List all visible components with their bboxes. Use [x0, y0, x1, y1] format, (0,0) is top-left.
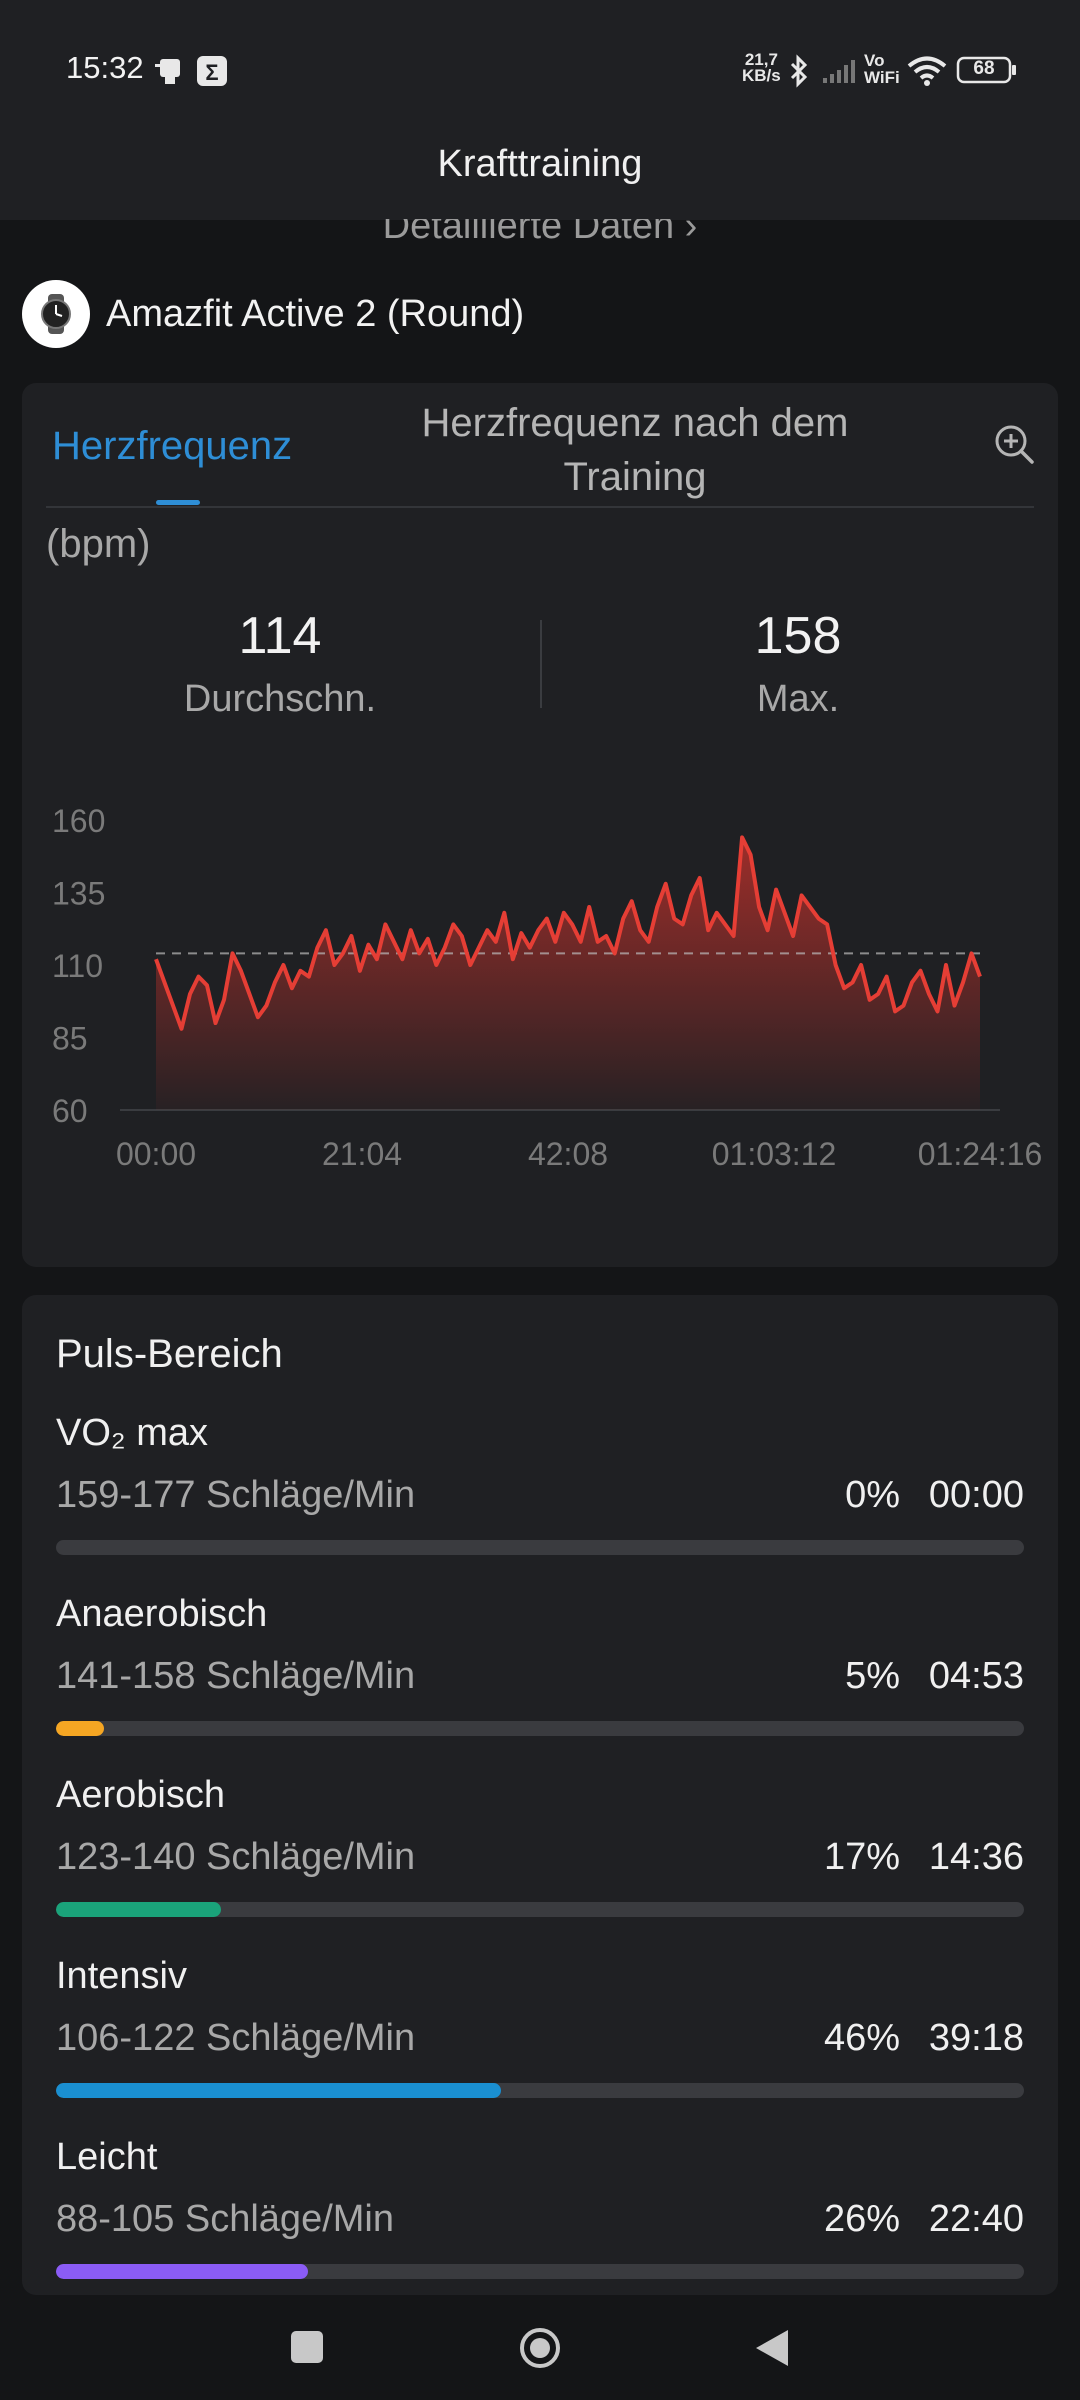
- y-tick-label: 110: [52, 948, 103, 984]
- max-value: 158: [754, 607, 842, 665]
- watch-icon: [22, 280, 90, 348]
- zone-range: 106-122 Schläge/Min: [56, 2017, 416, 2059]
- sigma-app-icon: Σ: [197, 56, 227, 86]
- signal-icon: [823, 60, 855, 83]
- zone-progress-fill: [56, 2264, 308, 2279]
- x-tick-label: 00:00: [116, 1136, 196, 1172]
- triangle-back-icon[interactable]: [754, 2328, 790, 2368]
- zone-duration: 14:36: [928, 1836, 1024, 1878]
- tab-herzfrequenz[interactable]: Herzfrequenz: [52, 424, 293, 468]
- net-speed: 21,7 KB/s: [742, 50, 781, 85]
- y-tick-label: 135: [52, 876, 105, 912]
- zones-title: Puls-Bereich: [56, 1332, 283, 1376]
- zone-progress-track: [56, 1902, 1024, 1917]
- bluetooth-icon: [790, 54, 808, 88]
- stat-divider: [540, 620, 542, 708]
- chevron-right-icon: ›: [674, 205, 698, 247]
- zone-progress-track: [56, 2264, 1024, 2279]
- zone-duration: 39:18: [928, 2017, 1024, 2059]
- zone-percent: 5%: [845, 1655, 900, 1697]
- zone-range: 88-105 Schläge/Min: [56, 2198, 394, 2240]
- zoom-in-icon[interactable]: [993, 423, 1035, 465]
- zone-duration: 22:40: [928, 2198, 1024, 2240]
- zone-duration: 00:00: [928, 1474, 1024, 1516]
- device-row[interactable]: Amazfit Active 2 (Round): [22, 280, 524, 348]
- tab-indicator: [156, 500, 200, 505]
- zone-progress-track: [56, 1721, 1024, 1736]
- zone-percent: 26%: [823, 2198, 900, 2240]
- battery-level: 68: [973, 58, 995, 79]
- notification-icon: [155, 59, 180, 84]
- battery-icon: [956, 56, 1016, 84]
- details-link[interactable]: Detaillierte Daten ›: [382, 205, 698, 247]
- page-title-overlay: Krafttraining: [437, 143, 643, 185]
- heart-zones-card: [22, 1295, 1058, 2295]
- zone-name: Intensiv: [56, 1955, 187, 1997]
- zone-progress-track: [56, 2083, 1024, 2098]
- x-tick-label: 01:24:16: [918, 1136, 1043, 1172]
- zone-range: 141-158 Schläge/Min: [56, 1655, 416, 1697]
- y-tick-label: 60: [52, 1093, 88, 1129]
- square-recents-icon[interactable]: [290, 2330, 324, 2364]
- heart-rate-card: [22, 383, 1058, 1267]
- device-name: Amazfit Active 2 (Round): [106, 292, 525, 335]
- vowifi-icon: Vo WiFi: [864, 51, 900, 87]
- heart-rate-chart: 160 135 110 85 60 00:00 21:04 42:08 01:03:12 01:2…: [52, 803, 1043, 1172]
- zone-percent: 0%: [845, 1474, 900, 1516]
- heart-rate-line: [154, 835, 982, 1031]
- zone-progress-track: [56, 1540, 1024, 1555]
- zone-progress-fill: [56, 2083, 502, 2098]
- wifi-icon: [907, 56, 947, 86]
- status-time: 15:32: [66, 50, 144, 85]
- x-tick-label: 21:04: [322, 1136, 402, 1172]
- x-tick-label: 01:03:12: [712, 1136, 837, 1172]
- tab-herzfrequenz-nach-training[interactable]: Herzfrequenz nach dem Training: [421, 401, 849, 499]
- zone-range: 123-140 Schläge/Min: [56, 1836, 416, 1878]
- avg-value: 114: [238, 607, 322, 665]
- avg-label: Durchschn.: [183, 678, 377, 720]
- y-tick-label: 85: [52, 1021, 88, 1057]
- circle-home-icon[interactable]: [518, 2326, 562, 2370]
- app-bar-overlay: [0, 140, 1080, 218]
- tab-divider: [46, 506, 1034, 508]
- zone-duration: 04:53: [928, 1655, 1024, 1697]
- y-tick-label: 160: [52, 803, 105, 839]
- zone-name: Anaerobisch: [56, 1593, 268, 1635]
- zone-percent: 17%: [823, 1836, 900, 1878]
- zone-name: Leicht: [56, 2136, 158, 2178]
- zone-range: 159-177 Schläge/Min: [56, 1474, 416, 1516]
- zone-progress-fill: [56, 1902, 221, 1917]
- zone-percent: 46%: [823, 2017, 900, 2059]
- zone-progress-fill: [56, 1721, 105, 1736]
- zone-name: VO₂ max: [56, 1412, 208, 1454]
- zone-name: Aerobisch: [56, 1774, 225, 1816]
- x-tick-label: 42:08: [528, 1136, 608, 1172]
- unit-label: (bpm): [46, 522, 151, 566]
- svg-text:Σ: Σ: [205, 60, 218, 85]
- max-label: Max.: [756, 678, 840, 720]
